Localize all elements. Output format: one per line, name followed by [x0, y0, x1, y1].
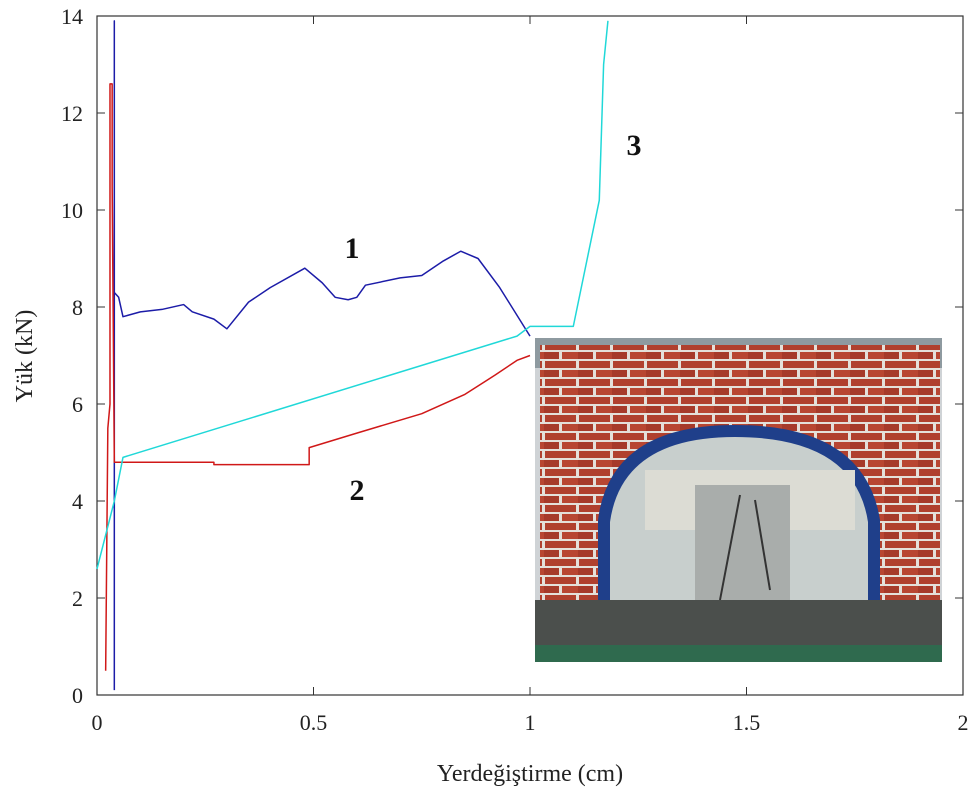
y-tick-label: 8	[72, 295, 83, 320]
annotations: 1 2 3	[345, 129, 642, 507]
y-axis-label: Yük (kN)	[12, 310, 38, 403]
series-line	[113, 20, 531, 691]
inset-photo	[535, 338, 942, 662]
y-tick-label: 14	[61, 4, 83, 29]
series-line	[96, 20, 609, 570]
y-tick-label: 12	[61, 101, 83, 126]
lines	[96, 20, 609, 691]
x-tick-label: 2	[958, 710, 969, 735]
series-line	[104, 83, 531, 671]
x-tick-label: 0	[92, 710, 103, 735]
y-tick-label: 2	[72, 586, 83, 611]
x-tick-label: 1.5	[733, 710, 761, 735]
y-tick-label: 10	[61, 198, 83, 223]
x-axis-label: Yerdeğiştirme (cm)	[437, 761, 623, 787]
y-tick-label: 6	[72, 392, 83, 417]
y-tick-label: 4	[72, 489, 83, 514]
series-label: 1	[345, 232, 360, 265]
x-tick-label: 1	[525, 710, 536, 735]
series-label: 2	[350, 474, 365, 507]
y-tick-label: 0	[72, 683, 83, 708]
series-label: 3	[627, 129, 642, 162]
x-tick-label: 0.5	[300, 710, 328, 735]
